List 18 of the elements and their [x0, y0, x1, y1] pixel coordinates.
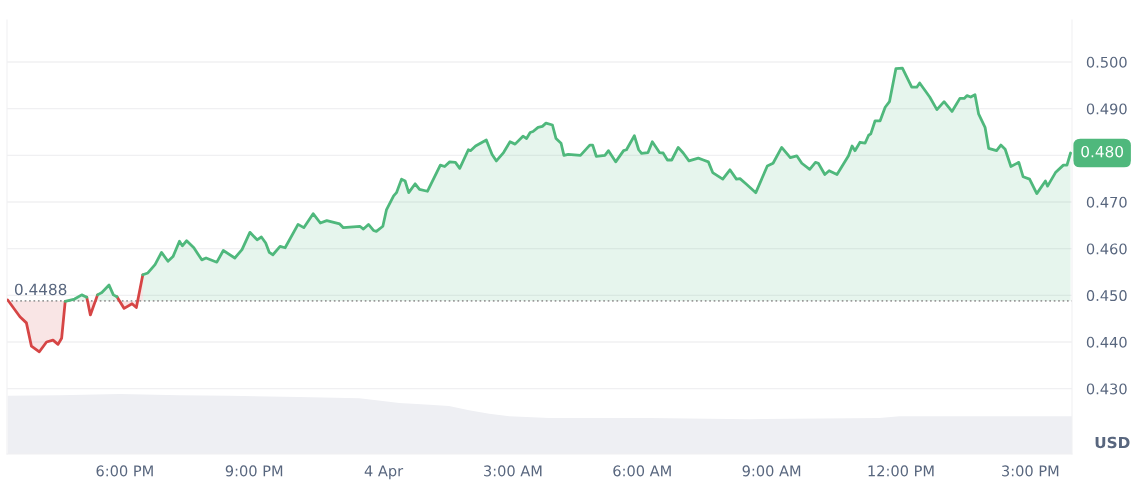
y-axis-title: USD — [1095, 436, 1130, 449]
x-tick-label: 3:00 AM — [484, 465, 542, 477]
ref-line-label: 0.4488 — [14, 283, 67, 296]
x-tick-label: 3:00 PM — [1002, 465, 1059, 477]
x-tick-label: 9:00 AM — [742, 465, 801, 477]
y-tick-label: 0.500 — [1086, 56, 1127, 68]
x-tick-label: 9:00 PM — [225, 465, 283, 477]
y-tick-label: 0.490 — [1086, 103, 1127, 115]
x-tick-label: 6:00 PM — [96, 465, 153, 477]
y-tick-label: 0.440 — [1086, 336, 1127, 348]
annotation: 0.480 — [1081, 145, 1124, 158]
y-tick-label: 0.460 — [1086, 243, 1127, 255]
y-tick-label: 0.450 — [1086, 290, 1127, 302]
y-tick-label: 0.430 — [1086, 383, 1127, 395]
x-tick-label: 12:00 PM — [868, 465, 934, 477]
x-tick-label: 6:00 AM — [613, 465, 671, 477]
x-tick-label: 4 Apr — [364, 465, 404, 480]
y-tick-label: 0.470 — [1086, 196, 1127, 208]
